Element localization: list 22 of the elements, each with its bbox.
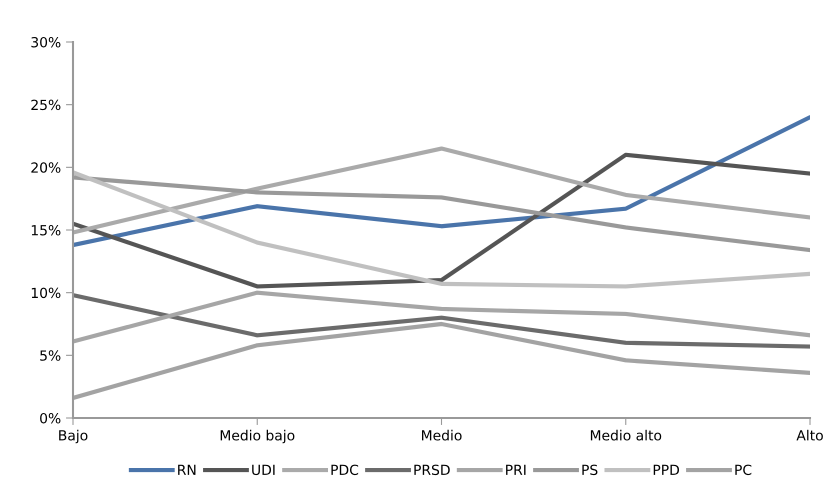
line-series <box>73 115 810 248</box>
y-tick-label: 25% <box>31 100 60 110</box>
legend-label: PRI <box>506 464 526 475</box>
legend-label: UDI <box>252 464 275 476</box>
legend-label: PRSD <box>414 464 450 476</box>
x-tick-label: Medio alto <box>590 430 662 441</box>
y-tick-label: 15% <box>32 224 60 236</box>
y-tick-label: 0% <box>40 412 60 424</box>
x-tick-label: Medio bajo <box>220 430 294 444</box>
x-tick-label: Medio <box>422 430 462 441</box>
legend-label: PPD <box>654 464 680 475</box>
legend-label: PC <box>735 464 752 476</box>
x-tick-label: Alto <box>796 430 823 441</box>
y-tick-label: 10% <box>32 288 60 298</box>
x-tick-label: Bajo <box>59 430 88 444</box>
y-tick-label: 20% <box>31 162 60 173</box>
legend-label: RN <box>178 464 196 475</box>
legend-label: PDC <box>331 464 358 476</box>
y-tick-label: 5% <box>40 350 60 361</box>
legend-label: PS <box>582 464 598 476</box>
line-series <box>73 146 810 235</box>
y-tick-label: 30% <box>31 36 60 48</box>
